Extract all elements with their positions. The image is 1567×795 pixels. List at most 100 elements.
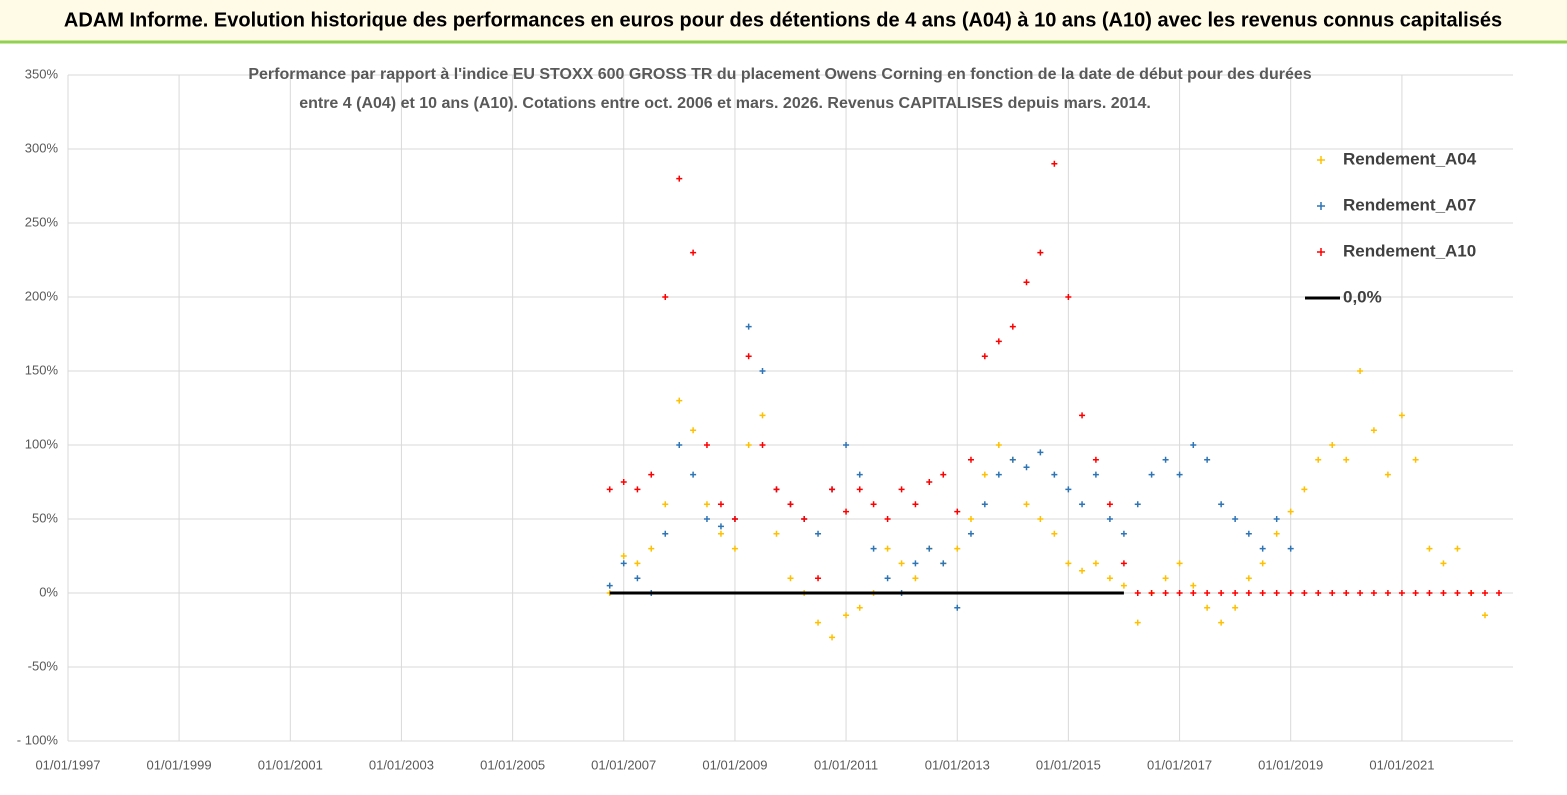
- data-point: [1398, 590, 1405, 596]
- data-point: [1426, 545, 1433, 552]
- data-point: [1315, 590, 1322, 596]
- data-point: [856, 486, 863, 493]
- data-point: [1037, 249, 1044, 256]
- data-point: [1232, 590, 1239, 596]
- data-point: [1190, 582, 1197, 589]
- data-point: [1232, 516, 1239, 522]
- data-point: [1120, 560, 1127, 567]
- data-point: [884, 575, 891, 582]
- data-point: [1106, 575, 1113, 582]
- data-point: [1092, 560, 1099, 567]
- data-point: [1065, 294, 1072, 300]
- data-point: [745, 442, 752, 448]
- x-tick-label: 01/01/1999: [147, 757, 212, 772]
- data-point: [648, 471, 655, 478]
- x-tick-label: 01/01/2007: [591, 757, 656, 772]
- data-point: [1245, 575, 1252, 582]
- data-point: [1190, 590, 1197, 596]
- data-point: [703, 442, 710, 448]
- data-point: [717, 530, 724, 537]
- data-point: [843, 442, 850, 448]
- x-tick-label: 01/01/2017: [1147, 757, 1212, 772]
- data-point: [1134, 590, 1141, 596]
- data-point: [1051, 530, 1058, 537]
- data-point: [1092, 471, 1099, 478]
- data-point: [884, 545, 891, 552]
- data-point: [967, 516, 974, 522]
- data-point: [1357, 590, 1364, 596]
- data-point: [1051, 471, 1058, 478]
- data-point: [898, 560, 905, 567]
- data-point: [1106, 501, 1113, 508]
- data-point: [1037, 449, 1044, 456]
- data-point: [995, 442, 1002, 448]
- data-point: [1079, 412, 1086, 419]
- data-point: [1273, 516, 1280, 522]
- data-point: [1412, 456, 1419, 463]
- data-point: [815, 619, 822, 626]
- data-point: [1176, 560, 1183, 567]
- data-point: [676, 397, 683, 404]
- x-tick-label: 01/01/2021: [1369, 757, 1434, 772]
- data-point: [1287, 590, 1294, 596]
- data-point: [1232, 604, 1239, 611]
- data-point: [1329, 442, 1336, 448]
- data-point: [1162, 456, 1169, 463]
- data-point: [745, 323, 752, 330]
- data-point: [1357, 368, 1364, 374]
- data-point: [606, 486, 613, 493]
- data-point: [690, 471, 697, 478]
- data-point: [829, 486, 836, 493]
- legend-swatch: [1317, 248, 1325, 256]
- data-point: [1009, 456, 1016, 463]
- data-point: [1204, 604, 1211, 611]
- x-tick-label: 01/01/2013: [925, 757, 990, 772]
- x-tick-label: 01/01/2015: [1036, 757, 1101, 772]
- data-point: [703, 516, 710, 522]
- y-tick-label: 100%: [25, 436, 59, 451]
- data-point: [1287, 508, 1294, 515]
- data-point: [731, 516, 738, 522]
- data-point: [1301, 590, 1308, 596]
- data-point: [981, 353, 988, 360]
- data-point: [1009, 323, 1016, 330]
- data-point: [954, 508, 961, 515]
- data-point: [1162, 575, 1169, 582]
- data-point: [870, 501, 877, 508]
- data-point: [1176, 471, 1183, 478]
- data-point: [787, 501, 794, 508]
- data-point: [773, 486, 780, 493]
- data-point: [1301, 486, 1308, 493]
- data-point: [1204, 590, 1211, 596]
- data-point: [1134, 501, 1141, 508]
- data-point: [1440, 590, 1447, 596]
- data-point: [815, 575, 822, 582]
- y-tick-label: - 100%: [17, 732, 59, 747]
- data-point: [954, 604, 961, 611]
- data-point: [1440, 560, 1447, 567]
- data-point: [648, 545, 655, 552]
- data-point: [1273, 590, 1280, 596]
- data-point: [995, 471, 1002, 478]
- data-point: [1079, 501, 1086, 508]
- legend-swatch: [1317, 202, 1325, 210]
- data-point: [856, 604, 863, 611]
- y-tick-label: 50%: [32, 510, 58, 525]
- data-point: [967, 530, 974, 537]
- data-point: [676, 175, 683, 182]
- data-point: [1384, 471, 1391, 478]
- data-point: [1162, 590, 1169, 596]
- header-bar: [0, 0, 1567, 42]
- data-point: [843, 508, 850, 515]
- x-tick-label: 01/01/2003: [369, 757, 434, 772]
- x-tick-label: 01/01/2009: [702, 757, 767, 772]
- data-point: [1092, 456, 1099, 463]
- data-point: [1079, 567, 1086, 574]
- data-point: [1384, 590, 1391, 596]
- data-point: [856, 471, 863, 478]
- data-point: [1343, 590, 1350, 596]
- y-tick-label: 350%: [25, 66, 59, 81]
- data-point: [1482, 590, 1488, 596]
- data-point: [620, 553, 627, 559]
- data-point: [690, 427, 697, 434]
